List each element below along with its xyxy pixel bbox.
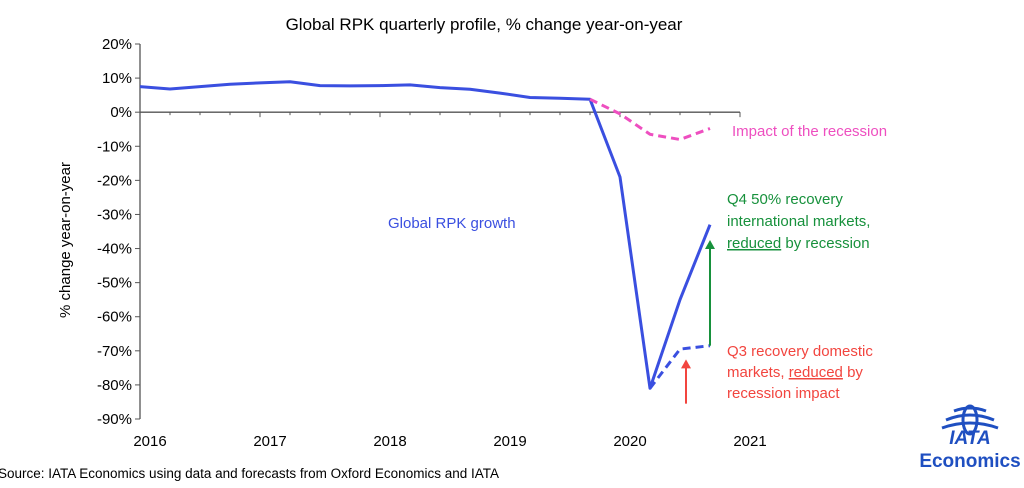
y-tick-label: 0% (110, 104, 132, 121)
y-axis-label: % change year-on-year (57, 162, 74, 318)
y-tick-label: -90% (97, 411, 132, 428)
source-note: Source: IATA Economics using data and fo… (0, 466, 499, 481)
series-layer (139, 80, 712, 390)
y-tick-label: -10% (97, 138, 132, 155)
arrow-head (681, 359, 691, 369)
arrow-layer (681, 240, 715, 404)
y-tick-label: 10% (102, 70, 132, 87)
annotation-q4-line: reduced by recession (727, 235, 870, 252)
iata-globe-icon (941, 404, 999, 436)
series-line-1 (589, 97, 711, 141)
annotation-q4-line: international markets, (727, 213, 870, 230)
x-tick-label: 2021 (733, 433, 766, 450)
annotation-q4-line: Q4 50% recovery (727, 191, 843, 208)
x-tick-label: 2020 (613, 433, 646, 450)
series-line-0 (139, 80, 712, 390)
x-tick-label: 2019 (493, 433, 526, 450)
annotation-q3-line: Q3 recovery domestic (727, 343, 873, 360)
y-tick-label: -70% (97, 343, 132, 360)
iata-economics-logo: IATA Economics (919, 404, 1021, 472)
annotation-growth-line: Global RPK growth (388, 215, 516, 232)
y-tick-label: -80% (97, 377, 132, 394)
x-tick-label: 2018 (373, 433, 406, 450)
annotation-impact-line: Impact of the recession (732, 123, 887, 140)
y-tick-label: -30% (97, 206, 132, 223)
annotation-layer: Impact of the recession Global RPK growth… (388, 123, 887, 402)
logo-brand: IATA (949, 428, 991, 449)
annotation-q3-line: recession impact (727, 385, 840, 402)
y-tick-label: -20% (97, 172, 132, 189)
series-line-2 (648, 344, 711, 390)
arrow-head (705, 240, 715, 250)
x-tick-label: 2017 (253, 433, 286, 450)
x-tick-label: 2016 (133, 433, 166, 450)
annotation-q3-line: markets, reduced by (727, 364, 863, 381)
y-tick-label: -50% (97, 275, 132, 292)
y-tick-label: -60% (97, 309, 132, 326)
ticks: 20% 10% 0% -10% -20% -30% -40% -50% -60% -70% -80%… (97, 36, 767, 450)
y-tick-label: -40% (97, 241, 132, 258)
y-tick-label: 20% (102, 36, 132, 53)
chart-title: Global RPK quarterly profile, % change y… (286, 15, 683, 34)
logo-text: Economics (919, 451, 1020, 472)
